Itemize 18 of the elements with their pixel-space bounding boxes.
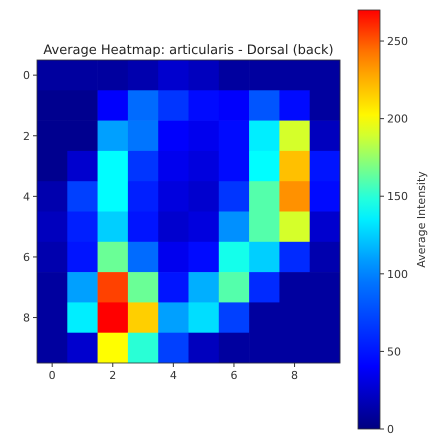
- x-tick-label: 4: [170, 369, 177, 382]
- color-bar-title: Average Intensity: [415, 170, 428, 268]
- y-tick-label: 4: [23, 190, 30, 204]
- color-bar-label: 250: [387, 35, 408, 48]
- x-tick-label: 8: [291, 369, 298, 382]
- y-tick-label: 6: [23, 250, 30, 264]
- x-tick-label: 0: [48, 369, 56, 382]
- color-bar-label: 50: [387, 345, 401, 358]
- color-bar-label: 100: [387, 268, 408, 281]
- x-tick-label: 2: [109, 369, 116, 382]
- y-tick-label: 2: [23, 130, 30, 143]
- y-tick-label: 0: [23, 69, 30, 82]
- color-bar-label: 0: [387, 423, 394, 434]
- color-bar-label: 200: [387, 112, 408, 126]
- color-bar-label: 150: [387, 190, 408, 204]
- y-tick-label: 8: [23, 312, 30, 325]
- x-tick-label: 6: [230, 369, 238, 382]
- chart-title: Average Heatmap: articularis - Dorsal (back): [43, 43, 334, 58]
